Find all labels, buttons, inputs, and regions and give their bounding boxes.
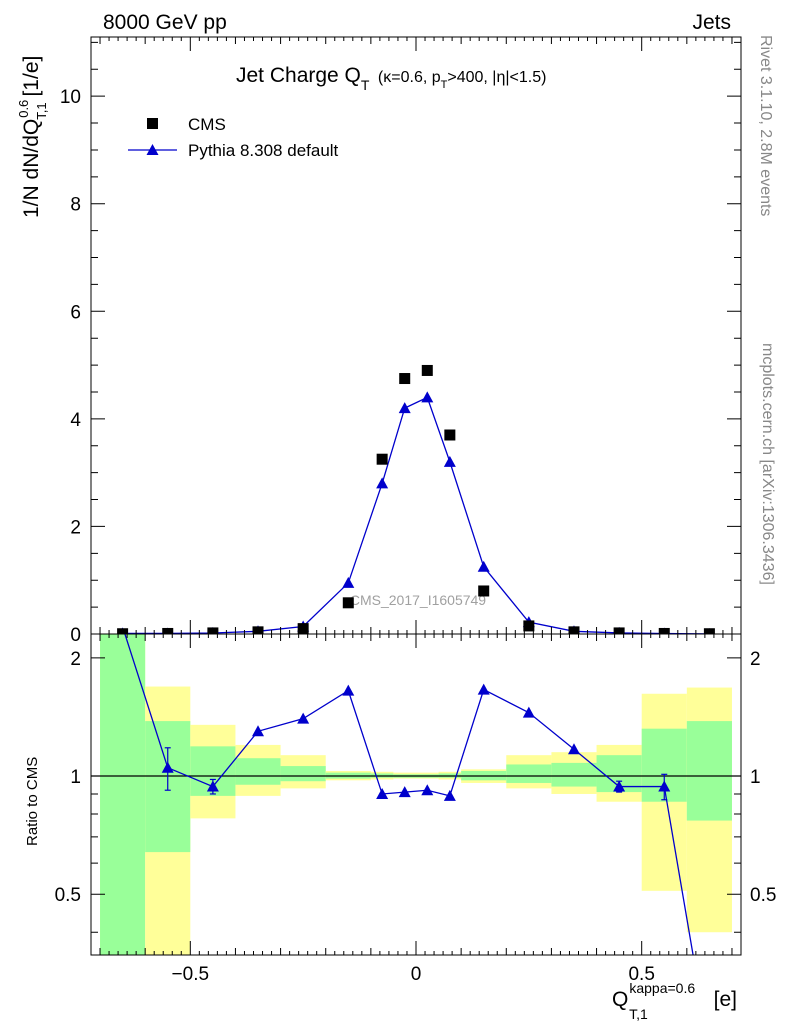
analysis-watermark: CMS_2017_I1605749 bbox=[350, 592, 486, 608]
legend-pythia-marker bbox=[146, 144, 159, 155]
cms-data-point-13 bbox=[613, 627, 625, 634]
cms-data-point-3 bbox=[252, 626, 264, 634]
ratio-y-axis-label: Ratio to CMS bbox=[24, 757, 41, 846]
legend: CMS Pythia 8.308 default bbox=[128, 115, 339, 160]
pythia-ratio-point-6 bbox=[376, 787, 389, 799]
band-inner-15 bbox=[686, 721, 732, 821]
ratio-y-tick-label-right-0: 0.5 bbox=[750, 885, 776, 906]
chart-title-cond-rest: >400, |η|<1.5) bbox=[447, 69, 546, 86]
pythia-ratio-point-13 bbox=[613, 780, 626, 792]
band-inner-12 bbox=[551, 762, 597, 787]
main-y-axis-label: 1/N dN/dQ0.6 T,1 [1/e] bbox=[16, 56, 49, 218]
main-y-tick-label-3: 6 bbox=[70, 302, 81, 323]
cms-data-point-12 bbox=[568, 626, 580, 634]
legend-pythia-label: Pythia 8.308 default bbox=[188, 141, 339, 160]
cms-data-point-10 bbox=[478, 585, 490, 597]
x-axis-label: Qkappa=0.6 T,1 [e] bbox=[612, 980, 737, 1022]
pythia-ratio-point-8 bbox=[421, 784, 434, 796]
cms-data-point-0 bbox=[117, 628, 129, 634]
pythia-main-point-6 bbox=[376, 477, 389, 489]
x-axis-label-sup: kappa=0.6 bbox=[629, 980, 695, 996]
ratio-y-tick-label-right-2: 2 bbox=[750, 649, 761, 670]
pythia-ratio-point-12 bbox=[567, 743, 580, 755]
cms-data-point-6 bbox=[376, 453, 388, 465]
x-tick-label-1: 0 bbox=[411, 964, 422, 985]
cms-data-point-14 bbox=[658, 627, 670, 634]
pythia-ratio-point-10 bbox=[477, 683, 490, 695]
main-y-tick-label-1: 2 bbox=[70, 517, 81, 538]
cms-data-point-7 bbox=[399, 373, 411, 385]
x-tick-label-0: −0.5 bbox=[172, 964, 210, 985]
pythia-ratio-point-1 bbox=[161, 761, 174, 773]
ratio-y-tick-label-right-1: 1 bbox=[750, 767, 761, 788]
ratio-y-tick-label-left-1: 1 bbox=[70, 767, 81, 788]
chart-title: Jet Charge QT (κ=0.6, pT>400, |η|<1.5) bbox=[236, 64, 546, 93]
pythia-main-point-5 bbox=[342, 576, 355, 588]
main-y-axis-label-sub: T,1 bbox=[34, 102, 49, 119]
axes-frames bbox=[90, 36, 742, 956]
tick-labels: 0 2 4 6 8 10 0.5 0.5 1 1 2 2 −0.5 0 0.5 bbox=[55, 87, 777, 985]
main-y-tick-label-5: 10 bbox=[60, 87, 81, 108]
pythia-main-point-10 bbox=[477, 560, 490, 572]
pythia-main-point-8 bbox=[421, 391, 434, 403]
chart-title-main: Jet Charge Q bbox=[236, 64, 361, 87]
ratio-y-tick-label-left-2: 2 bbox=[70, 649, 81, 670]
axis-ticks bbox=[91, 37, 741, 955]
main-y-axis-label-sup: 0.6 bbox=[16, 100, 31, 118]
cms-data-point-2 bbox=[207, 627, 219, 634]
cms-data-point-1 bbox=[162, 627, 174, 634]
main-y-tick-label-2: 4 bbox=[70, 410, 81, 431]
pythia-ratio-point-2 bbox=[206, 780, 219, 792]
cms-data-point-5 bbox=[342, 597, 354, 609]
chart-title-sub: T bbox=[361, 77, 370, 93]
main-y-tick-label-0: 0 bbox=[70, 625, 81, 646]
pythia-ratio-line bbox=[124, 634, 694, 955]
x-axis-label-text: Q bbox=[612, 988, 628, 1011]
cms-data-point-15 bbox=[703, 628, 715, 634]
main-y-axis-label-unit: [1/e] bbox=[20, 56, 43, 103]
band-inner-3 bbox=[235, 758, 281, 785]
ratio-uncertainty-bands bbox=[100, 634, 732, 955]
chart-title-cond: (κ=0.6, p bbox=[378, 69, 441, 86]
ratio-y-tick-label-left-0: 0.5 bbox=[55, 885, 81, 906]
header-left-label: 8000 GeV pp bbox=[103, 11, 227, 34]
cms-data-point-8 bbox=[421, 364, 433, 376]
main-y-axis-label-text: 1/N dN/dQ bbox=[20, 119, 43, 218]
pythia-ratio-point-5 bbox=[342, 684, 355, 696]
pythia-ratio-point-4 bbox=[297, 712, 310, 724]
pythia-ratio-point-3 bbox=[252, 725, 265, 737]
pythia-main-point-7 bbox=[398, 402, 411, 414]
mcplots-reference-label: mcplots.cern.ch [arXiv:1306.3436] bbox=[759, 343, 776, 585]
header-right-label: Jets bbox=[692, 11, 731, 34]
pythia-ratio-point-9 bbox=[443, 789, 456, 801]
cms-data-point-11 bbox=[523, 620, 535, 632]
chart-title-cond-sub: T bbox=[441, 79, 448, 91]
x-tick-label-2: 0.5 bbox=[628, 964, 654, 985]
band-inner-11 bbox=[506, 764, 552, 783]
x-axis-label-unit: [e] bbox=[708, 988, 737, 1011]
main-y-tick-label-4: 8 bbox=[70, 195, 81, 216]
cms-data-point-9 bbox=[444, 429, 456, 441]
rivet-version-label: Rivet 3.1.10, 2.8M events bbox=[757, 35, 774, 216]
cms-data-point-4 bbox=[297, 623, 309, 634]
legend-cms-marker bbox=[147, 118, 158, 129]
x-axis-label-sub: T,1 bbox=[629, 1006, 648, 1022]
pythia-ratio-point-11 bbox=[522, 706, 535, 718]
pythia-main-point-9 bbox=[443, 455, 456, 467]
pythia-ratio-point-14 bbox=[658, 780, 671, 792]
band-inner-4 bbox=[280, 766, 326, 782]
ratio-panel-series bbox=[91, 634, 741, 955]
band-inner-0 bbox=[100, 634, 146, 955]
legend-cms-label: CMS bbox=[188, 115, 226, 134]
pythia-ratio-point-7 bbox=[398, 786, 411, 798]
